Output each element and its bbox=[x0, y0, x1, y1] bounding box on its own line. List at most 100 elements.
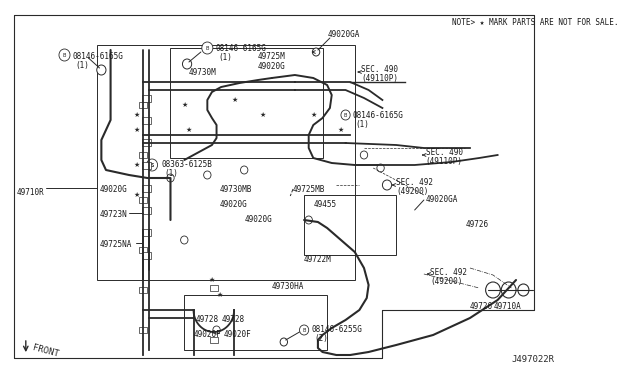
Circle shape bbox=[180, 236, 188, 244]
Circle shape bbox=[147, 159, 157, 171]
Text: 08146-6165G: 08146-6165G bbox=[73, 52, 124, 61]
Text: (49200): (49200) bbox=[396, 187, 429, 196]
Text: 49020F: 49020F bbox=[193, 330, 221, 339]
Text: ★: ★ bbox=[133, 192, 140, 198]
Text: S: S bbox=[150, 163, 154, 167]
Text: 49020F: 49020F bbox=[224, 330, 252, 339]
Bar bbox=[142, 116, 151, 124]
Text: ★: ★ bbox=[216, 292, 223, 298]
Bar bbox=[142, 185, 151, 192]
Text: 49020G: 49020G bbox=[100, 185, 127, 194]
Text: ★: ★ bbox=[181, 102, 188, 108]
Bar bbox=[142, 161, 151, 169]
Text: J497022R: J497022R bbox=[511, 355, 554, 364]
Bar bbox=[139, 197, 147, 203]
Text: B: B bbox=[303, 327, 306, 333]
Text: 49710R: 49710R bbox=[17, 188, 44, 197]
Bar bbox=[139, 327, 147, 333]
Bar bbox=[97, 45, 355, 280]
Text: ★: ★ bbox=[209, 277, 215, 283]
Text: (1): (1) bbox=[76, 61, 90, 70]
Text: 49725NA: 49725NA bbox=[100, 240, 132, 249]
Text: ★: ★ bbox=[259, 112, 266, 118]
Circle shape bbox=[167, 174, 174, 182]
Text: ★: ★ bbox=[133, 127, 140, 133]
Text: 49710A: 49710A bbox=[494, 302, 522, 311]
Circle shape bbox=[377, 164, 384, 172]
Circle shape bbox=[360, 151, 367, 159]
Text: (49110P): (49110P) bbox=[361, 74, 398, 83]
Text: (1): (1) bbox=[218, 53, 232, 62]
Text: 08146-6165G: 08146-6165G bbox=[216, 44, 266, 53]
Bar bbox=[139, 102, 147, 108]
Text: ★: ★ bbox=[133, 112, 140, 118]
Text: SEC. 492: SEC. 492 bbox=[396, 178, 433, 187]
Circle shape bbox=[280, 338, 287, 346]
Text: 08363-6125B: 08363-6125B bbox=[161, 160, 212, 169]
Circle shape bbox=[312, 48, 320, 56]
Text: 08146-6165G: 08146-6165G bbox=[353, 111, 404, 120]
Text: ★: ★ bbox=[310, 112, 316, 118]
Circle shape bbox=[59, 49, 70, 61]
Text: 49723N: 49723N bbox=[100, 210, 127, 219]
Circle shape bbox=[305, 216, 312, 224]
Text: 49722M: 49722M bbox=[304, 255, 332, 264]
Bar bbox=[142, 94, 151, 102]
Text: ★: ★ bbox=[133, 162, 140, 168]
Text: FRONT: FRONT bbox=[31, 344, 60, 359]
Text: 49455: 49455 bbox=[314, 200, 337, 209]
Text: (2): (2) bbox=[314, 334, 328, 343]
Bar bbox=[139, 152, 147, 158]
Text: 49725M: 49725M bbox=[258, 52, 286, 61]
Bar bbox=[142, 251, 151, 259]
Text: 49020G: 49020G bbox=[258, 62, 286, 71]
Bar bbox=[142, 228, 151, 235]
Bar bbox=[139, 287, 147, 293]
Bar bbox=[210, 285, 218, 291]
Text: (1): (1) bbox=[164, 169, 178, 178]
Text: SEC. 492: SEC. 492 bbox=[430, 268, 467, 277]
Text: SEC. 490: SEC. 490 bbox=[426, 148, 463, 157]
Text: 49020G: 49020G bbox=[220, 200, 247, 209]
Text: B: B bbox=[63, 52, 66, 58]
Text: ★: ★ bbox=[232, 97, 238, 103]
Circle shape bbox=[300, 325, 308, 335]
Text: 49728: 49728 bbox=[221, 315, 244, 324]
Text: 49020G: 49020G bbox=[244, 215, 272, 224]
Circle shape bbox=[213, 326, 220, 334]
Text: 49726: 49726 bbox=[465, 220, 488, 229]
Circle shape bbox=[202, 42, 213, 54]
Text: ★: ★ bbox=[186, 127, 192, 133]
Bar bbox=[304, 195, 396, 255]
Text: (49110P): (49110P) bbox=[426, 157, 463, 166]
Text: ★: ★ bbox=[338, 127, 344, 133]
Circle shape bbox=[501, 282, 516, 298]
Circle shape bbox=[341, 110, 350, 120]
Text: 49020GA: 49020GA bbox=[426, 195, 458, 204]
Bar bbox=[184, 295, 327, 350]
Bar bbox=[142, 206, 151, 214]
Text: (49200): (49200) bbox=[430, 277, 463, 286]
Text: 49730M: 49730M bbox=[189, 68, 217, 77]
Text: 49728: 49728 bbox=[195, 315, 218, 324]
Text: B: B bbox=[344, 112, 347, 118]
Text: 49725MB: 49725MB bbox=[293, 185, 325, 194]
Text: 49020GA: 49020GA bbox=[327, 30, 360, 39]
Circle shape bbox=[97, 65, 106, 75]
Text: SEC. 490: SEC. 490 bbox=[361, 65, 398, 74]
Circle shape bbox=[204, 171, 211, 179]
Text: 49726: 49726 bbox=[470, 302, 493, 311]
Text: 08146-6255G: 08146-6255G bbox=[312, 325, 362, 334]
Text: NOTE> ★ MARK PARTS ARE NOT FOR SALE.: NOTE> ★ MARK PARTS ARE NOT FOR SALE. bbox=[452, 18, 618, 27]
Circle shape bbox=[241, 166, 248, 174]
Circle shape bbox=[383, 180, 392, 190]
Text: (1): (1) bbox=[356, 120, 369, 129]
Bar bbox=[139, 247, 147, 253]
Circle shape bbox=[486, 282, 500, 298]
Text: B: B bbox=[205, 45, 209, 51]
Bar bbox=[142, 138, 151, 145]
Circle shape bbox=[182, 59, 191, 69]
Text: 49730MB: 49730MB bbox=[220, 185, 252, 194]
Bar bbox=[170, 48, 323, 158]
Bar bbox=[210, 337, 218, 343]
